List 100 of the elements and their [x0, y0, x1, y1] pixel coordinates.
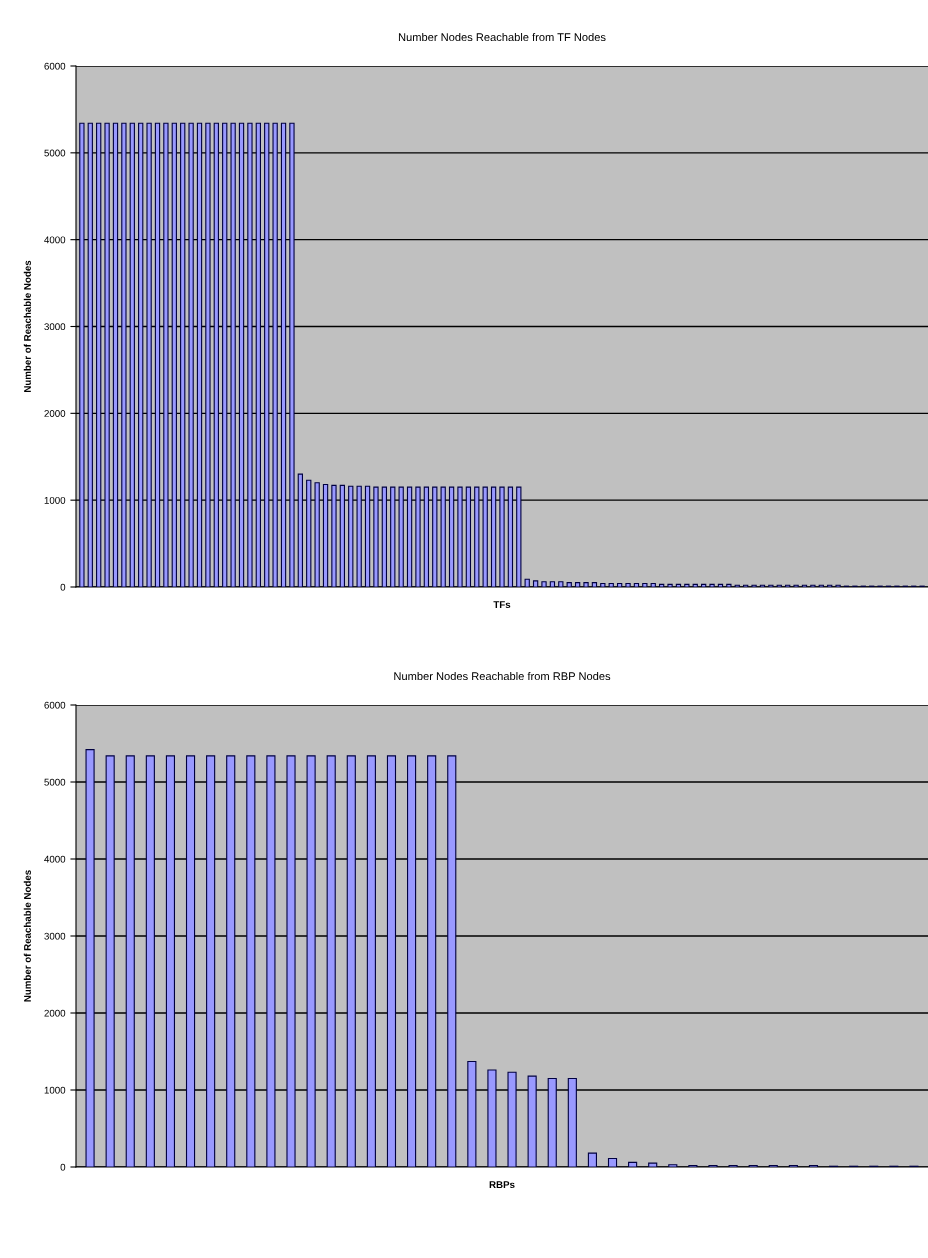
bar [549, 581, 556, 587]
bar [154, 122, 161, 587]
bar [246, 755, 256, 1167]
bar [547, 1077, 557, 1167]
bar [692, 583, 698, 587]
y-tick-label: 6000 [44, 701, 66, 709]
bar [326, 755, 336, 1167]
bar [96, 122, 102, 587]
bar [524, 578, 530, 587]
bar [667, 583, 673, 587]
bar [574, 582, 581, 587]
bar [650, 582, 656, 587]
bar [527, 1075, 537, 1167]
bar [487, 1069, 497, 1167]
bar [616, 582, 623, 587]
y-tick-label: 6000 [44, 62, 66, 70]
bar [726, 583, 732, 587]
bar [356, 485, 362, 587]
bar [255, 122, 261, 587]
bar [390, 486, 396, 587]
bar [185, 755, 196, 1167]
bar [465, 486, 472, 587]
bar [289, 122, 295, 587]
bar [668, 1164, 678, 1167]
bar [366, 755, 376, 1167]
bar [386, 755, 397, 1167]
y-tick-label: 4000 [44, 855, 66, 863]
bar [286, 755, 296, 1167]
bar [165, 755, 176, 1167]
bar [583, 582, 589, 587]
bar [566, 582, 572, 587]
bar [121, 122, 127, 587]
bar [406, 486, 413, 587]
bar [398, 486, 404, 587]
bar [482, 486, 488, 587]
bar [415, 486, 421, 587]
bar [129, 122, 135, 587]
y-tick-label: 3000 [44, 323, 66, 331]
y-tick-label: 2000 [44, 410, 66, 417]
y-tick-label: 5000 [44, 778, 66, 786]
bar [348, 485, 354, 587]
bar [105, 755, 115, 1167]
bar [457, 486, 463, 587]
bar [346, 755, 356, 1167]
bar [607, 1157, 618, 1167]
y-tick-label: 3000 [44, 932, 66, 940]
y-axis-title: Number of Reachable Nodes [23, 260, 31, 393]
bar [238, 122, 245, 587]
y-tick-label: 2000 [44, 1009, 66, 1017]
bar [567, 1077, 577, 1167]
bar [587, 1152, 597, 1167]
bar [608, 582, 614, 587]
x-axis-title: TFs [493, 601, 511, 609]
bar [125, 755, 135, 1167]
bar [180, 122, 186, 587]
bar [373, 486, 379, 587]
bar [633, 582, 640, 587]
bar [314, 482, 320, 587]
bar [171, 122, 177, 587]
y-tick-label: 1000 [44, 496, 66, 504]
bar [675, 583, 682, 587]
bar [658, 583, 665, 587]
bar [499, 486, 505, 587]
bar [104, 122, 110, 587]
bar [205, 122, 211, 587]
bar [145, 755, 155, 1167]
bar [423, 486, 430, 587]
x-axis-title: RBPs [489, 1181, 515, 1189]
bar [85, 749, 95, 1167]
bar [306, 755, 316, 1167]
bar [591, 582, 598, 587]
bar [432, 486, 438, 587]
y-tick-label: 1000 [44, 1086, 66, 1094]
bar [188, 122, 194, 587]
chart-title: Number Nodes Reachable from RBP Nodes [394, 671, 611, 681]
bar [266, 755, 276, 1167]
bar [558, 581, 564, 587]
bar [532, 580, 539, 587]
bar [226, 755, 236, 1167]
bar [364, 485, 371, 587]
bar [306, 479, 312, 587]
bar [701, 583, 707, 587]
bar [507, 486, 514, 587]
bar [79, 122, 85, 587]
bar [717, 583, 724, 587]
bar [222, 122, 228, 587]
chart-title: Number Nodes Reachable from TF Nodes [398, 32, 606, 42]
bar [297, 473, 303, 587]
bar [628, 1161, 638, 1167]
bar [490, 486, 497, 587]
bar [507, 1071, 517, 1167]
bar [448, 486, 455, 587]
y-tick-label: 5000 [44, 149, 66, 157]
y-tick-label: 4000 [44, 236, 66, 244]
bar [264, 122, 270, 587]
bar [427, 755, 437, 1167]
bar [600, 582, 606, 587]
y-axis-title: Number of Reachable Nodes [23, 870, 31, 1002]
bar [339, 484, 346, 587]
bar [196, 122, 203, 587]
